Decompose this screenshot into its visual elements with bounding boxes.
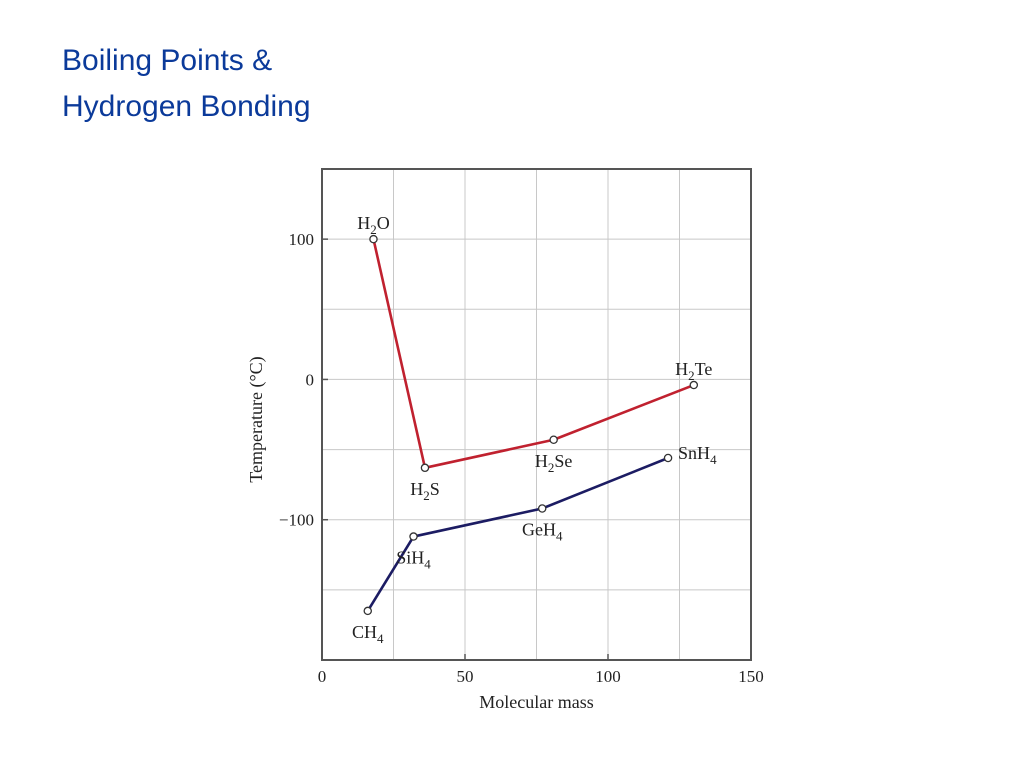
series-line [372, 238, 695, 470]
y-tick-label: 100 [289, 230, 315, 249]
x-tick-label: 100 [595, 667, 621, 686]
data-point [549, 435, 558, 445]
data-point [537, 504, 547, 513]
data-point [663, 453, 673, 463]
data-point-label: SiH4 [396, 548, 431, 572]
x-tick-label: 50 [457, 667, 474, 686]
data-point-label: H2Te [675, 359, 712, 383]
data-point-label: CH4 [352, 622, 384, 646]
data-point-label: H2O [357, 213, 390, 237]
data-point [689, 380, 699, 390]
data-point [409, 532, 418, 541]
plot-frame [321, 168, 752, 661]
data-point [363, 606, 373, 616]
x-tick-label: 0 [318, 667, 327, 686]
data-point-label: H2S [410, 479, 440, 503]
data-point [369, 234, 378, 244]
slide-title-line-2: Hydrogen Bonding [62, 90, 311, 123]
data-point-label: SnH4 [678, 443, 717, 467]
x-tick-label: 150 [738, 667, 764, 686]
data-point-label: GeH4 [522, 519, 563, 543]
y-axis-label: Temperature (°C) [246, 356, 267, 482]
slide-title: Boiling Points & Hydrogen Bonding [62, 38, 311, 130]
data-point [420, 463, 430, 473]
series-line [366, 456, 669, 612]
y-tick-label: 0 [306, 370, 315, 389]
data-point-label: H2Se [535, 451, 573, 475]
slide-title-line-1: Boiling Points & [62, 44, 273, 77]
x-axis-label: Molecular mass [479, 692, 593, 712]
y-tick-label: −100 [279, 511, 314, 530]
